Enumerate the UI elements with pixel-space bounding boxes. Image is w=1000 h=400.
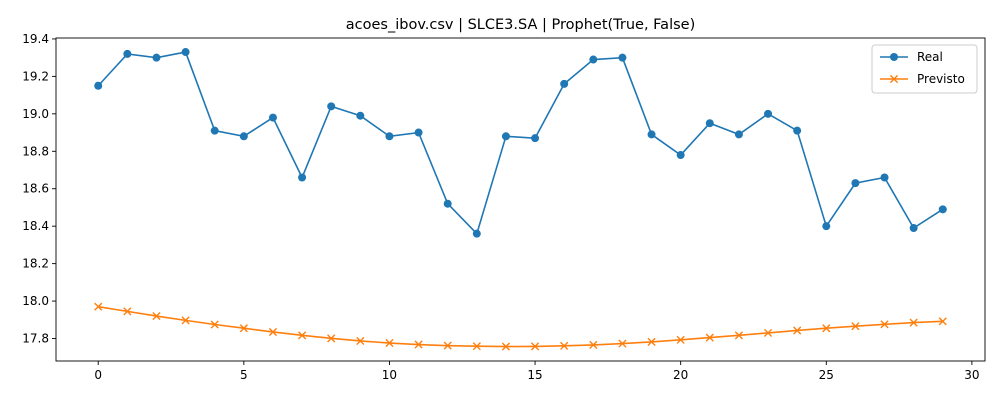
data-point-real bbox=[880, 173, 889, 182]
y-tick-label: 19.4 bbox=[22, 32, 49, 46]
data-point-real bbox=[851, 179, 860, 188]
data-point-previsto bbox=[239, 324, 248, 333]
x-tick-label: 20 bbox=[673, 368, 688, 382]
data-point-previsto bbox=[618, 339, 627, 348]
data-point-real bbox=[734, 130, 743, 139]
data-point-previsto bbox=[793, 326, 802, 335]
x-tick-label: 25 bbox=[819, 368, 834, 382]
y-tick-label: 18.2 bbox=[22, 257, 49, 271]
y-tick-label: 19.2 bbox=[22, 69, 49, 83]
data-point-previsto bbox=[676, 335, 685, 344]
data-point-previsto bbox=[560, 341, 569, 350]
data-point-real bbox=[938, 205, 947, 214]
series-line-previsto bbox=[98, 305, 943, 348]
series-line-real bbox=[97, 51, 944, 236]
data-point-real bbox=[618, 53, 627, 62]
data-point-real bbox=[443, 199, 452, 208]
data-point-real bbox=[909, 224, 918, 233]
plot-area: 0 5 10 15 20 25 30 17.8 18.0 18.2 18.4 18.6 18.8 19.0… bbox=[22, 32, 986, 382]
legend-label-previsto: Previsto bbox=[917, 72, 965, 86]
data-point-previsto bbox=[589, 340, 598, 349]
data-point-real bbox=[268, 113, 277, 122]
x-tick-label: 10 bbox=[382, 368, 397, 382]
data-point-real bbox=[94, 81, 103, 90]
data-point-real bbox=[152, 53, 161, 62]
data-point-real bbox=[414, 128, 423, 137]
data-point-real bbox=[472, 229, 481, 238]
data-point-real bbox=[560, 79, 569, 88]
data-point-previsto bbox=[297, 331, 307, 340]
data-point-previsto bbox=[443, 341, 452, 350]
data-point-previsto bbox=[210, 320, 219, 329]
data-point-previsto bbox=[501, 342, 511, 351]
data-point-real bbox=[531, 134, 540, 143]
data-point-real bbox=[793, 126, 802, 135]
data-point-previsto bbox=[152, 311, 161, 321]
data-point-real bbox=[589, 55, 598, 64]
data-point-real bbox=[822, 222, 831, 231]
data-point-real bbox=[647, 130, 656, 139]
data-point-previsto bbox=[909, 318, 918, 327]
data-point-previsto bbox=[181, 316, 190, 325]
data-point-previsto bbox=[356, 336, 365, 346]
data-point-previsto bbox=[880, 320, 889, 329]
y-tick-label: 19.0 bbox=[22, 107, 49, 121]
data-point-previsto bbox=[938, 317, 947, 326]
axes-frame bbox=[55, 37, 986, 362]
x-tick-label: 15 bbox=[527, 368, 542, 382]
y-tick-label: 18.8 bbox=[22, 144, 49, 158]
data-point-previsto bbox=[268, 327, 278, 337]
legend-label-real: Real bbox=[917, 50, 943, 64]
x-tick-label: 30 bbox=[964, 368, 979, 382]
y-tick-label: 18.4 bbox=[22, 219, 49, 233]
data-point-real bbox=[764, 109, 773, 118]
data-point-real bbox=[501, 132, 510, 141]
data-point-real bbox=[123, 49, 132, 58]
data-point-previsto bbox=[647, 337, 656, 346]
x-tick-label: 5 bbox=[240, 368, 248, 382]
data-point-real bbox=[298, 173, 307, 182]
data-point-previsto bbox=[94, 302, 103, 311]
data-point-previsto bbox=[822, 324, 831, 333]
data-point-previsto bbox=[530, 342, 540, 351]
data-point-previsto bbox=[327, 334, 336, 343]
data-point-previsto bbox=[851, 322, 860, 331]
data-point-previsto bbox=[472, 342, 481, 351]
chart-title: acoes_ibov.csv | SLCE3.SA | Prophet(True… bbox=[346, 17, 695, 33]
data-point-real bbox=[327, 102, 336, 111]
y-tick-label: 18.6 bbox=[22, 182, 49, 196]
data-point-real bbox=[181, 48, 190, 57]
data-point-previsto bbox=[734, 331, 744, 340]
legend-marker-real bbox=[890, 53, 898, 61]
data-point-previsto bbox=[123, 307, 132, 316]
data-point-previsto bbox=[414, 340, 423, 349]
data-point-previsto bbox=[705, 333, 714, 342]
data-point-previsto bbox=[763, 328, 773, 338]
data-point-real bbox=[705, 119, 714, 128]
data-point-real bbox=[356, 111, 365, 120]
x-tick-label: 0 bbox=[94, 368, 102, 382]
data-point-real bbox=[676, 151, 685, 160]
legend-marker-previsto bbox=[889, 74, 899, 84]
y-tick-label: 17.8 bbox=[22, 332, 49, 346]
data-point-real bbox=[210, 126, 219, 135]
data-point-real bbox=[239, 132, 248, 141]
data-point-previsto bbox=[385, 338, 394, 348]
data-point-real bbox=[385, 132, 394, 141]
y-tick-label: 18.0 bbox=[22, 294, 49, 308]
